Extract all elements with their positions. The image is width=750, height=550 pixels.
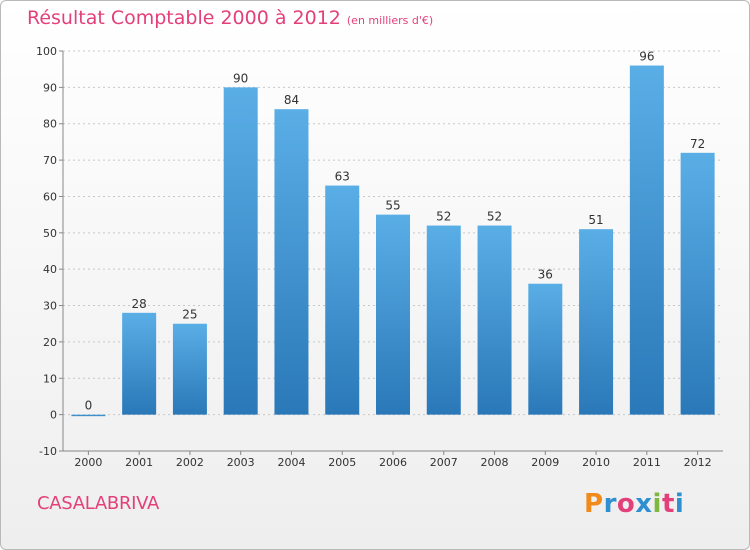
y-tick-label: 70 (43, 154, 57, 167)
y-tick-label: 40 (43, 263, 57, 276)
x-tick-label: 2011 (633, 456, 661, 469)
bar (680, 152, 715, 415)
y-tick-label: 80 (43, 118, 57, 131)
x-tick-label: 2012 (684, 456, 712, 469)
bar (579, 229, 614, 415)
data-label: 96 (639, 50, 654, 64)
y-tick-label: 30 (43, 300, 57, 313)
x-tick-label: 2003 (227, 456, 255, 469)
data-label: 55 (385, 199, 400, 213)
x-tick-label: 2010 (582, 456, 610, 469)
bar (528, 283, 563, 415)
data-label: 84 (284, 93, 299, 107)
logo-letter: P (584, 489, 604, 519)
bar (477, 225, 512, 415)
bar (71, 414, 106, 417)
y-tick-label: 0 (50, 409, 57, 422)
x-tick-label: 2009 (531, 456, 559, 469)
chart-title-text: Résultat Comptable 2000 à 2012 (27, 7, 341, 29)
bar (223, 87, 258, 415)
y-tick-label: -10 (39, 445, 57, 458)
y-tick-label: 90 (43, 81, 57, 94)
bar (122, 312, 157, 415)
logo-letter: i (674, 489, 685, 519)
x-tick-label: 2006 (379, 456, 407, 469)
data-label: 0 (85, 399, 93, 413)
logo-letter: x (635, 489, 653, 519)
bar (629, 65, 664, 415)
data-label: 25 (182, 308, 197, 322)
x-tick-label: 2007 (430, 456, 458, 469)
place-name: CASALABRIVA (37, 493, 160, 514)
proxiti-logo: Proxiti (584, 489, 684, 519)
x-tick-label: 2005 (328, 456, 356, 469)
x-tick-label: 2000 (74, 456, 102, 469)
logo-letter: o (616, 489, 636, 519)
bar (426, 225, 461, 415)
data-label: 52 (487, 210, 502, 224)
x-tick-label: 2004 (277, 456, 305, 469)
y-tick-label: 100 (36, 45, 57, 58)
y-tick-label: 50 (43, 227, 57, 240)
x-tick-label: 2002 (176, 456, 204, 469)
y-tick-label: 20 (43, 336, 57, 349)
chart-title: Résultat Comptable 2000 à 2012 (en millie… (27, 7, 433, 29)
data-label: 36 (538, 268, 553, 282)
data-label: 28 (132, 297, 147, 311)
data-label: 72 (690, 137, 705, 151)
logo-letter: r (603, 489, 617, 519)
data-label: 63 (335, 170, 350, 184)
x-tick-label: 2001 (125, 456, 153, 469)
data-label: 52 (436, 210, 451, 224)
bar (325, 185, 360, 415)
logo-letter: t (661, 489, 675, 519)
data-label: 51 (588, 213, 603, 227)
chart-subtitle: (en milliers d'€) (346, 14, 434, 27)
bar (376, 214, 410, 415)
x-tick-label: 2008 (481, 456, 509, 469)
y-tick-label: 10 (43, 372, 57, 385)
data-label: 90 (233, 71, 248, 85)
y-tick-label: 60 (43, 190, 57, 203)
bar (274, 109, 309, 415)
bar (172, 323, 207, 415)
logo-letter: i (652, 489, 662, 519)
